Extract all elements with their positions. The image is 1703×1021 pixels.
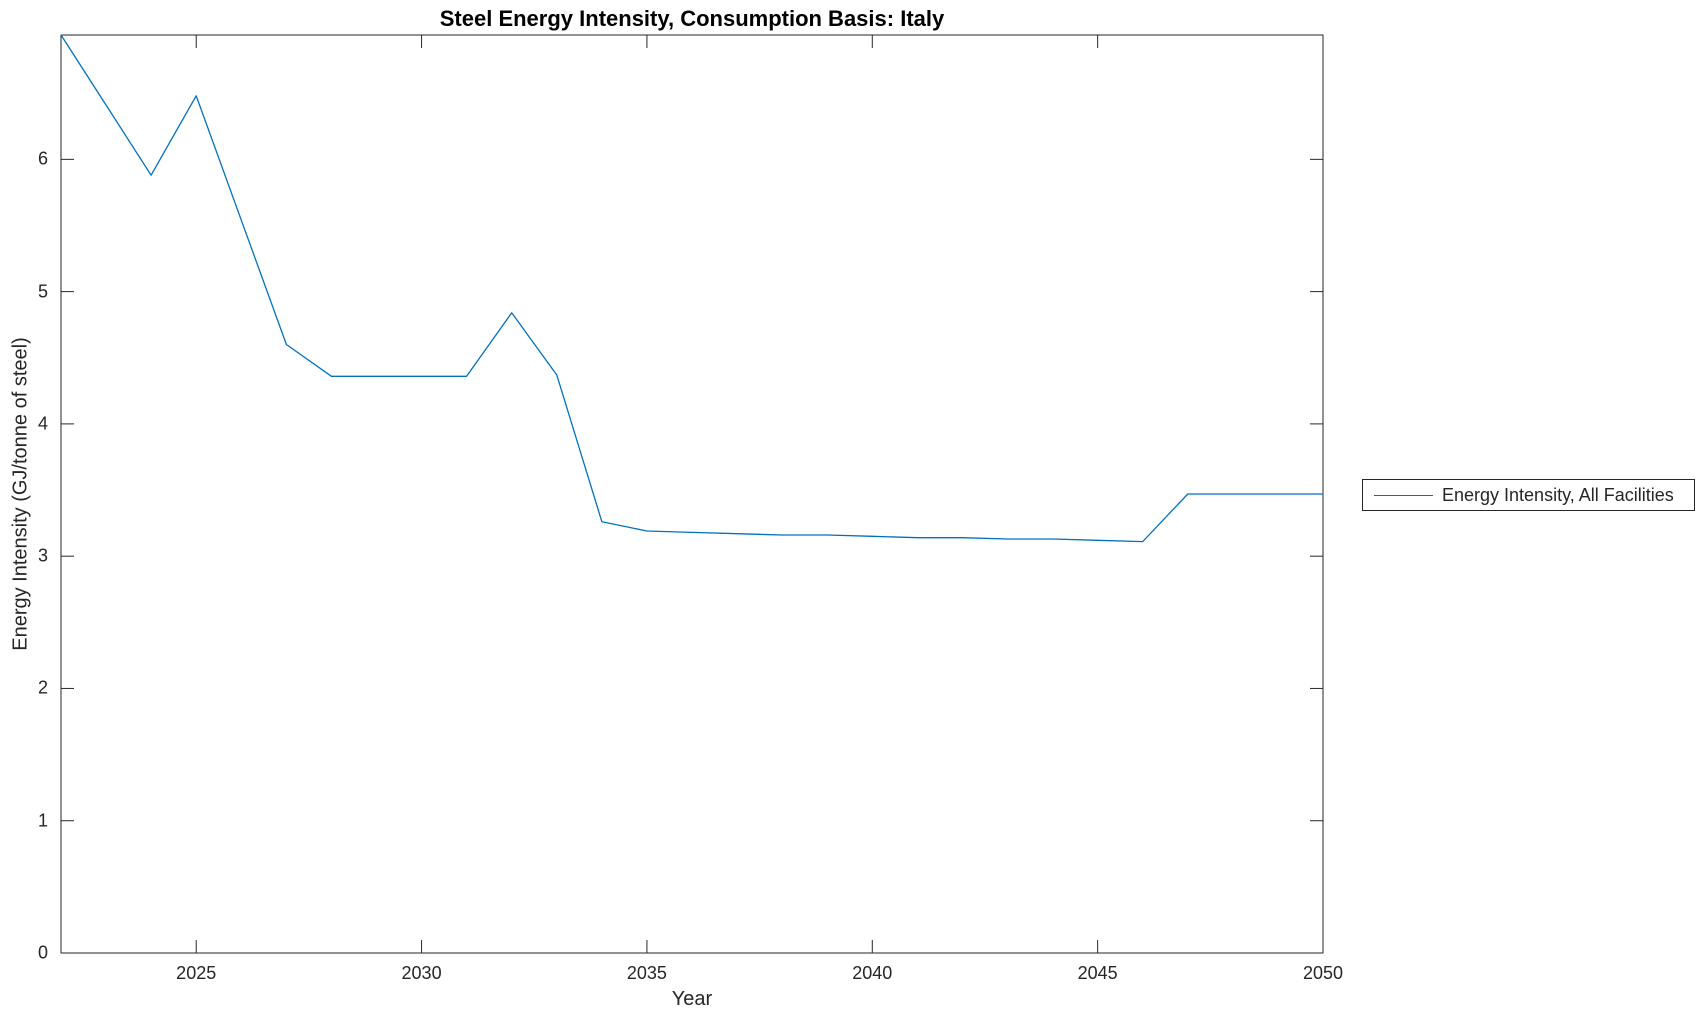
y-tick-label: 0 xyxy=(37,942,48,963)
x-tick-label: 2040 xyxy=(852,963,893,983)
y-tick-label: 6 xyxy=(37,148,48,169)
x-tick-label: 2030 xyxy=(401,963,442,983)
y-tick-label: 4 xyxy=(37,413,48,434)
legend-label: Energy Intensity, All Facilities xyxy=(1442,484,1674,505)
y-tick-label: 3 xyxy=(37,545,48,566)
chart-title: Steel Energy Intensity, Consumption Basi… xyxy=(439,6,945,31)
y-tick-label: 5 xyxy=(37,281,48,302)
x-tick-label: 2035 xyxy=(626,963,667,983)
x-tick-label: 2025 xyxy=(176,963,217,983)
y-tick-label: 1 xyxy=(37,810,48,831)
x-tick-label: 2050 xyxy=(1302,963,1344,983)
axes-box xyxy=(60,34,1324,954)
x-axis-label: Year xyxy=(671,988,713,1010)
y-axis-label: Energy Intensity (GJ/tonne of steel) xyxy=(9,337,32,651)
legend: Energy Intensity, All Facilities xyxy=(1362,479,1695,511)
legend-line-sample xyxy=(1374,494,1433,496)
y-tick-label: 2 xyxy=(37,677,48,698)
series-line xyxy=(60,34,1324,543)
x-tick-label: 2045 xyxy=(1077,963,1118,983)
